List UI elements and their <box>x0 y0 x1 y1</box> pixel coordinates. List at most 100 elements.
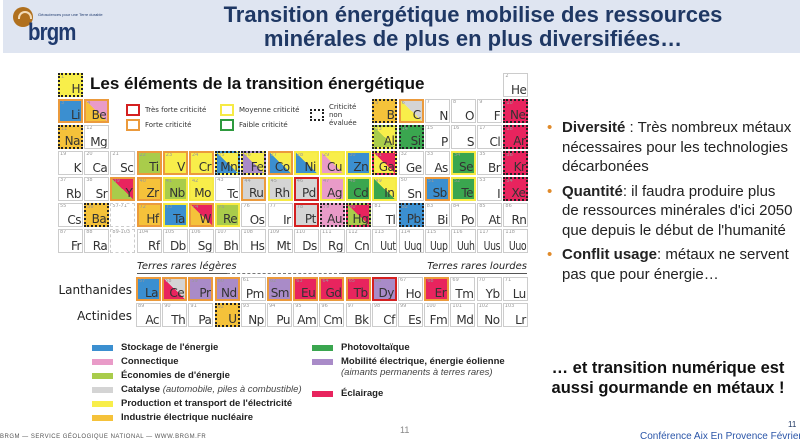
element-cell-kr: 36 Kr <box>503 151 529 175</box>
atomic-number: 80 <box>349 204 356 210</box>
atomic-number: 16 <box>453 125 460 131</box>
atomic-number: 90 <box>164 303 171 309</box>
slide-header: Géosciences pour une Terre durable brgm … <box>3 0 800 53</box>
atomic-number: 65 <box>348 278 355 284</box>
element-symbol: Fe <box>250 160 264 174</box>
element-cell-la: 57 La <box>136 277 161 301</box>
element-symbol: Er <box>434 286 447 300</box>
element-cell-pd: 46 Pd <box>293 177 319 201</box>
element-symbol: Se <box>459 160 474 174</box>
element-symbol: Ac <box>145 313 159 327</box>
atomic-number: 83 <box>426 203 434 209</box>
element-cell-rf: 104 Rf <box>136 229 162 253</box>
element-symbol: Nb <box>169 186 185 200</box>
criticality-label: Moyenne criticité <box>239 106 300 114</box>
element-symbol: Am <box>297 313 317 327</box>
atomic-number: 20 <box>86 151 93 157</box>
page-number-right: 11 <box>788 420 797 429</box>
atomic-number: 103 <box>504 303 515 309</box>
legend-text: Production et transport de l'électricité <box>121 398 292 409</box>
legend-text: Industrie électrique nucléaire <box>121 412 253 423</box>
element-cell-y: 39 Y <box>110 177 136 201</box>
element-symbol: Np <box>248 313 264 327</box>
element-cell-pr: 59 Pr <box>188 277 214 301</box>
legend-note: (automobile, piles à combustible) <box>162 384 302 395</box>
atomic-number: 43 <box>217 177 224 183</box>
element-cell-tc: 43 Tc <box>215 177 241 201</box>
atomic-number: 38 <box>86 177 93 183</box>
element-symbol: Cr <box>198 160 212 174</box>
element-cell-li: 3 Li <box>58 99 83 123</box>
actinides-label: Actinides <box>77 309 132 323</box>
atomic-number: 71 <box>504 277 512 283</box>
legend-label: Éclairage <box>341 388 384 399</box>
element-cell-ra: 88 Ra <box>84 229 110 253</box>
element-symbol: Ne <box>510 108 526 122</box>
element-symbol: Lr <box>515 313 526 327</box>
element-cell-ti: 22 Ti <box>136 151 162 175</box>
element-symbol: Bk <box>354 313 369 327</box>
legend-text: Connectique <box>121 356 179 367</box>
criticality-label: Forte criticité <box>145 121 192 129</box>
element-symbol: Md <box>456 313 474 327</box>
atomic-number: 118 <box>505 229 515 235</box>
element-symbol: O <box>465 109 474 123</box>
atomic-number: 89-103 <box>112 229 131 235</box>
element-symbol: Pa <box>198 313 212 327</box>
element-cell-w: 74 W <box>189 203 214 227</box>
element-symbol: U <box>228 312 237 326</box>
element-symbol: As <box>434 161 448 175</box>
element-cell-lu: 71 Lu <box>502 277 528 301</box>
element-cell-i: 53 I <box>477 177 503 201</box>
atomic-number: 55 <box>60 203 67 209</box>
element-symbol: V <box>177 160 185 174</box>
legend-swatch <box>312 359 333 365</box>
atomic-number: 4 <box>87 100 91 106</box>
atomic-number: 47 <box>323 178 330 184</box>
atomic-number: 84 <box>453 203 460 209</box>
atomic-number: 36 <box>506 152 513 158</box>
criticality-key-very: Très forte criticité <box>126 104 206 116</box>
element-cell-cl: 17 Cl <box>477 125 503 149</box>
element-cell-cd: 48 Cd <box>346 177 372 201</box>
atomic-number: 42 <box>192 178 199 184</box>
element-symbol: Sb <box>432 186 448 200</box>
element-symbol: Sc <box>120 161 134 175</box>
legend-item-nuclear: Industrie électrique nucléaire <box>92 412 253 423</box>
atomic-number: 76 <box>243 203 250 209</box>
atomic-number: 95 <box>295 303 302 309</box>
atomic-number: 106 <box>191 229 201 235</box>
element-symbol: Rb <box>66 187 81 201</box>
element-symbol: Ra <box>92 239 108 253</box>
criticality-swatch <box>220 119 234 131</box>
element-cell-re: 75 Re <box>215 203 241 227</box>
atomic-number: 45 <box>270 178 277 184</box>
legend-swatch <box>312 345 333 351</box>
element-cell-fm: 100 Fm <box>424 303 450 327</box>
element-symbol: Na <box>64 134 81 148</box>
atomic-number: 54 <box>506 178 513 184</box>
element-symbol: Po <box>460 213 475 227</box>
element-cell-pm: 61 Pm <box>240 277 266 301</box>
legend-note: (aimants permanents à terres rares) <box>341 367 493 378</box>
element-symbol: Uut <box>380 239 396 253</box>
atomic-number: 2 <box>505 73 509 79</box>
element-symbol: K <box>73 161 82 175</box>
atomic-number: 100 <box>426 303 436 309</box>
atomic-number: 21 <box>112 151 119 157</box>
element-cell-xe: 54 Xe <box>503 177 529 201</box>
element-cell-sr: 38 Sr <box>84 177 110 201</box>
element-cell-sn: 50 Sn <box>398 177 424 201</box>
element-symbol: Al <box>383 134 395 148</box>
atomic-number: 61 <box>242 277 250 283</box>
atomic-number: 22 <box>139 152 146 158</box>
element-symbol: Sr <box>95 187 108 201</box>
element-cell-ge: 32 Ge <box>398 151 424 175</box>
legend-swatch <box>92 345 113 351</box>
atomic-number: 51 <box>427 178 435 184</box>
element-cell-cr: 24 Cr <box>189 151 214 175</box>
element-symbol: S <box>466 135 475 149</box>
heavy-rare-earths-label: Terres rares lourdes <box>342 261 527 274</box>
legend-swatch <box>92 415 113 421</box>
